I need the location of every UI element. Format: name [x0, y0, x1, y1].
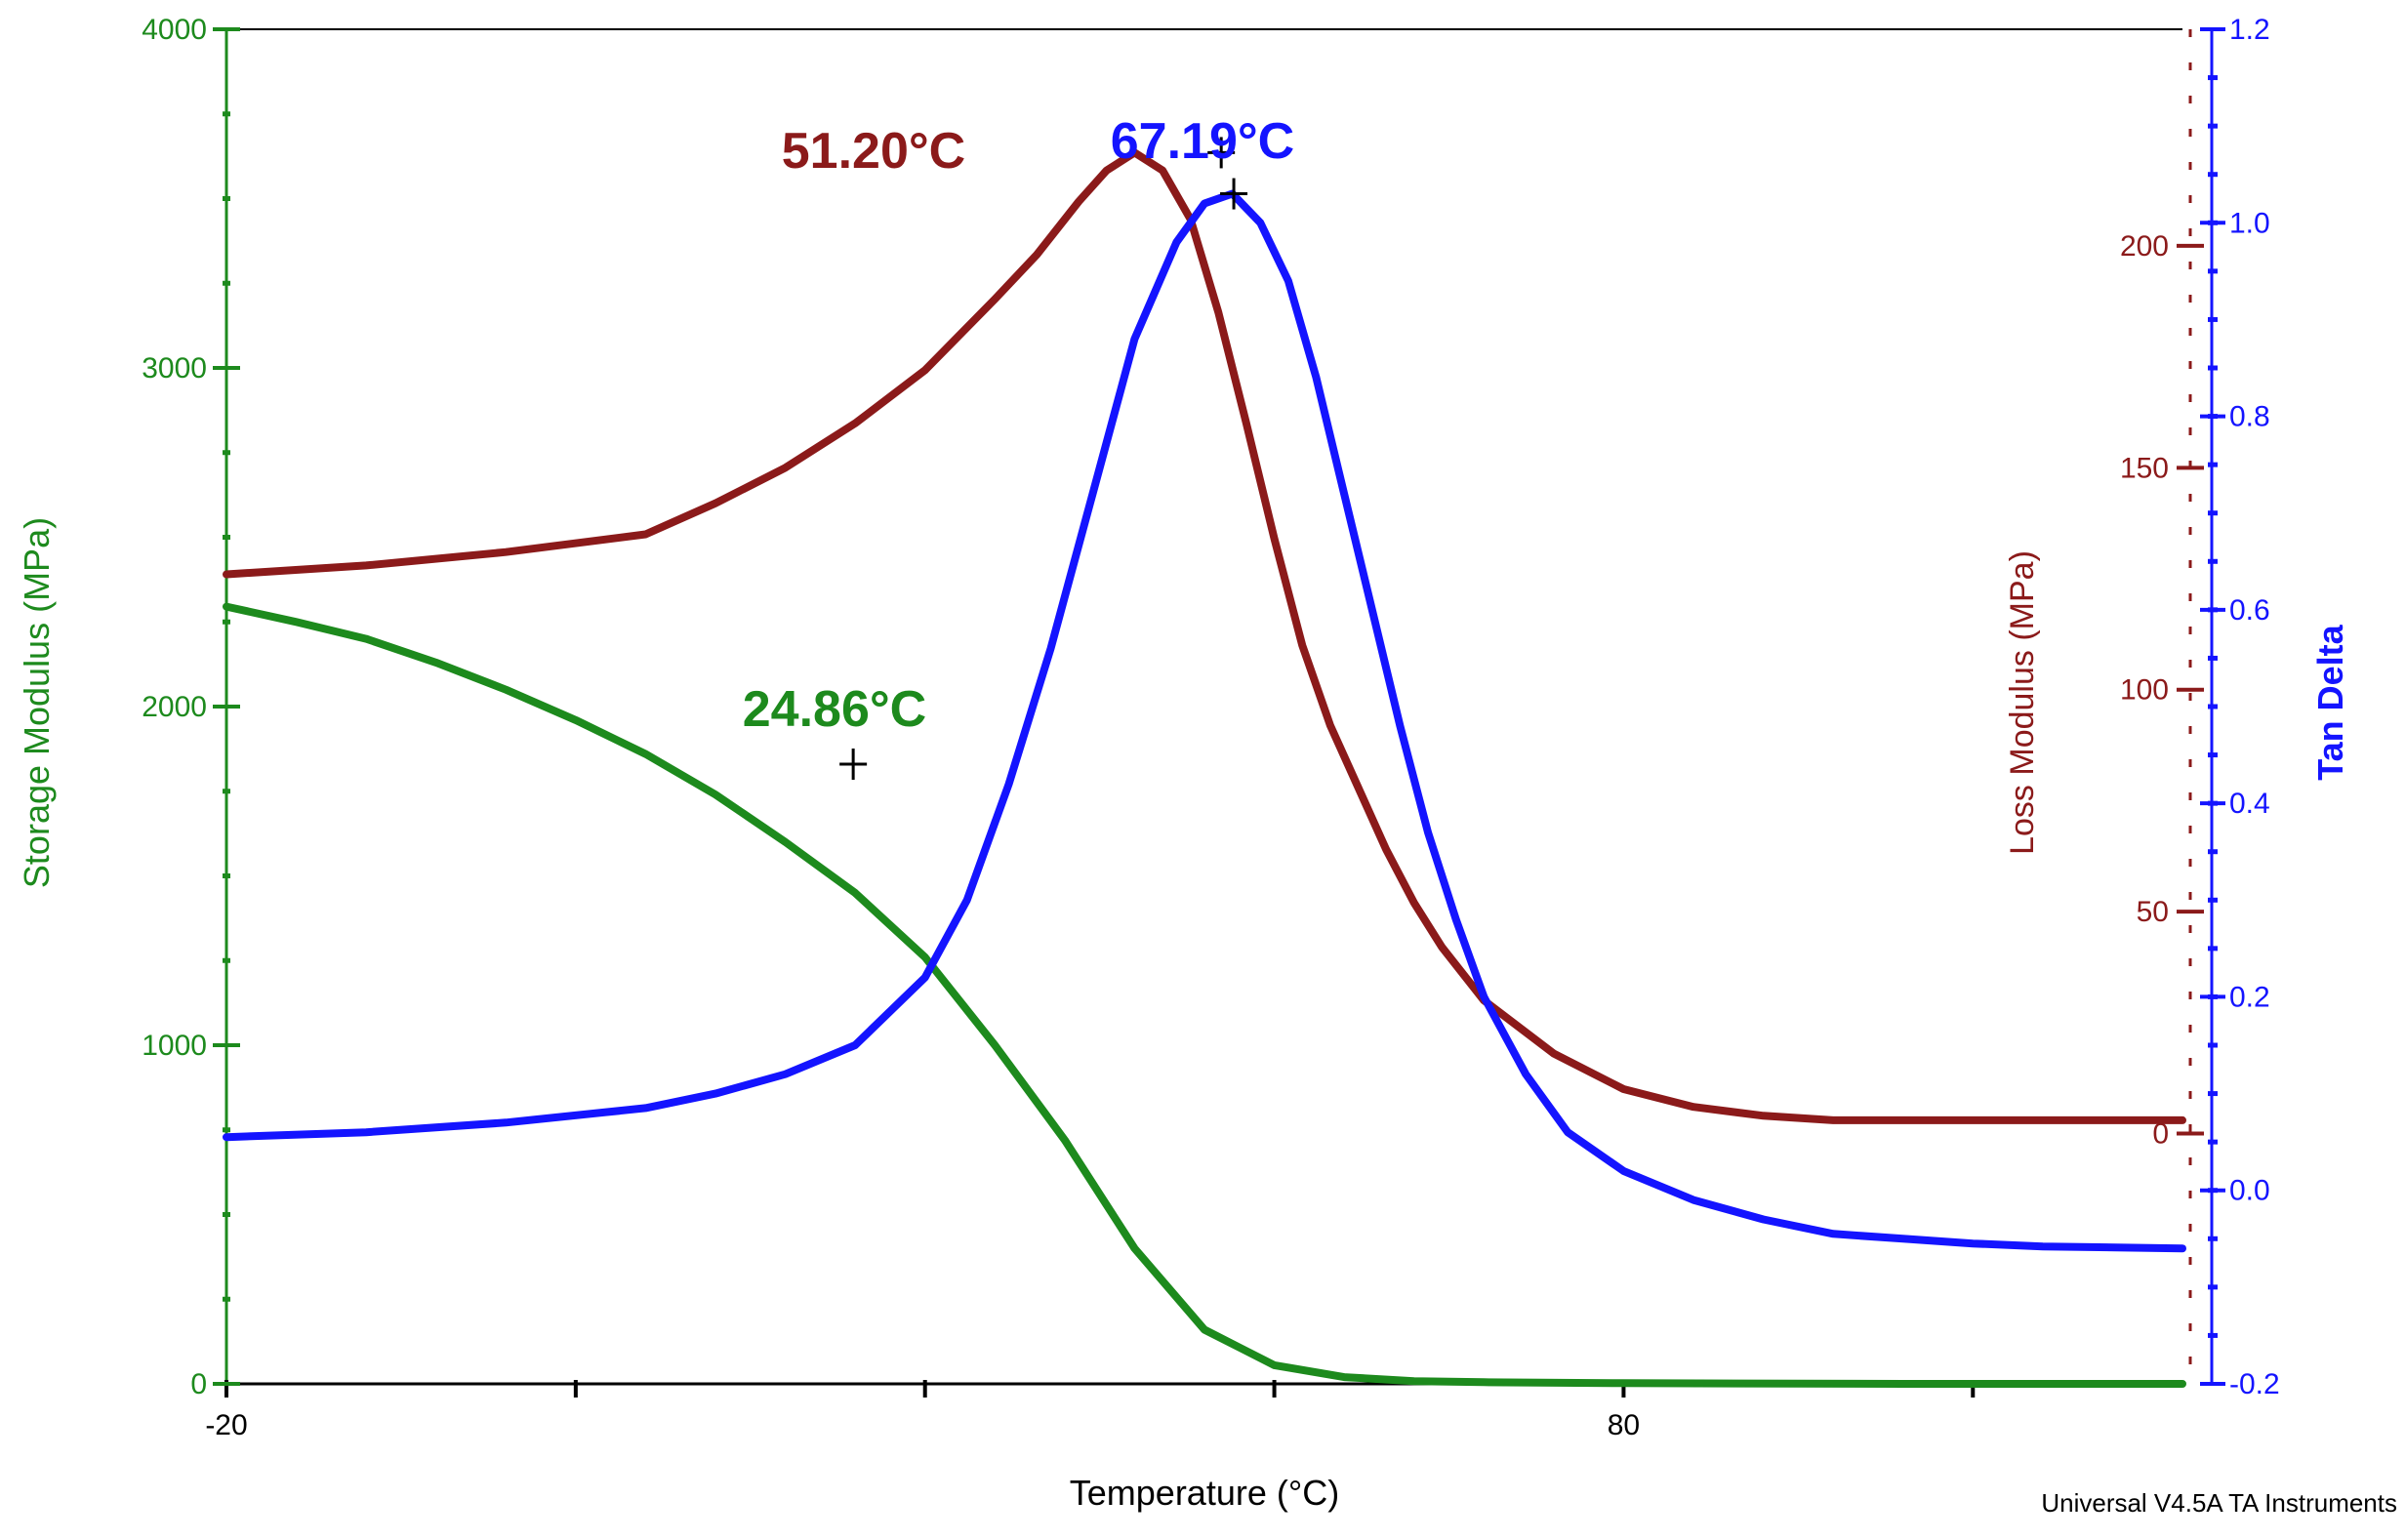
x-tick-label: 80: [1608, 1409, 1640, 1441]
loss-axis-title: Loss Modulus (MPa): [2004, 550, 2041, 855]
x-axis-title: Temperature (°C): [1070, 1473, 1339, 1513]
loss-tick-label: 0: [2152, 1118, 2169, 1151]
tan-tick-label: 1.0: [2229, 207, 2270, 239]
tan-tick-label: -0.2: [2229, 1368, 2280, 1400]
tan-tick-label: 0.4: [2229, 788, 2270, 820]
left-tick-label: 0: [190, 1368, 207, 1400]
loss-tick-label: 150: [2120, 452, 2169, 484]
left-tick-label: 2000: [142, 691, 207, 723]
tan-tick-label: 0.8: [2229, 401, 2270, 433]
software-credit: Universal V4.5A TA Instruments: [2041, 1488, 2397, 1518]
tan-tick-label: 0.2: [2229, 981, 2270, 1013]
tan-tick-label: 0.0: [2229, 1175, 2270, 1207]
left-tick-label: 3000: [142, 352, 207, 385]
tan-tick-label: 0.6: [2229, 594, 2270, 627]
left-tick-label: 4000: [142, 14, 207, 46]
tan-axis-title: Tan Delta: [2310, 624, 2350, 780]
left-tick-label: 1000: [142, 1030, 207, 1062]
series-loss-modulus: [223, 148, 2186, 1124]
series-storage-modulus: [223, 602, 2186, 1388]
loss-tick-label: 100: [2120, 674, 2169, 707]
tan-tick-label: 1.2: [2229, 14, 2270, 46]
series-tan-delta: [223, 189, 2186, 1253]
x-tick-label: -20: [205, 1409, 247, 1441]
loss-tick-label: 50: [2137, 896, 2169, 928]
annotation-label-storage-modulus: 24.86°C: [743, 681, 926, 738]
left-axis-title: Storage Modulus (MPa): [17, 517, 57, 888]
loss-tick-label: 200: [2120, 230, 2169, 263]
annotation-label-tan-delta: 67.19°C: [1111, 113, 1294, 170]
annotation-label-loss-modulus: 51.20°C: [782, 123, 965, 180]
